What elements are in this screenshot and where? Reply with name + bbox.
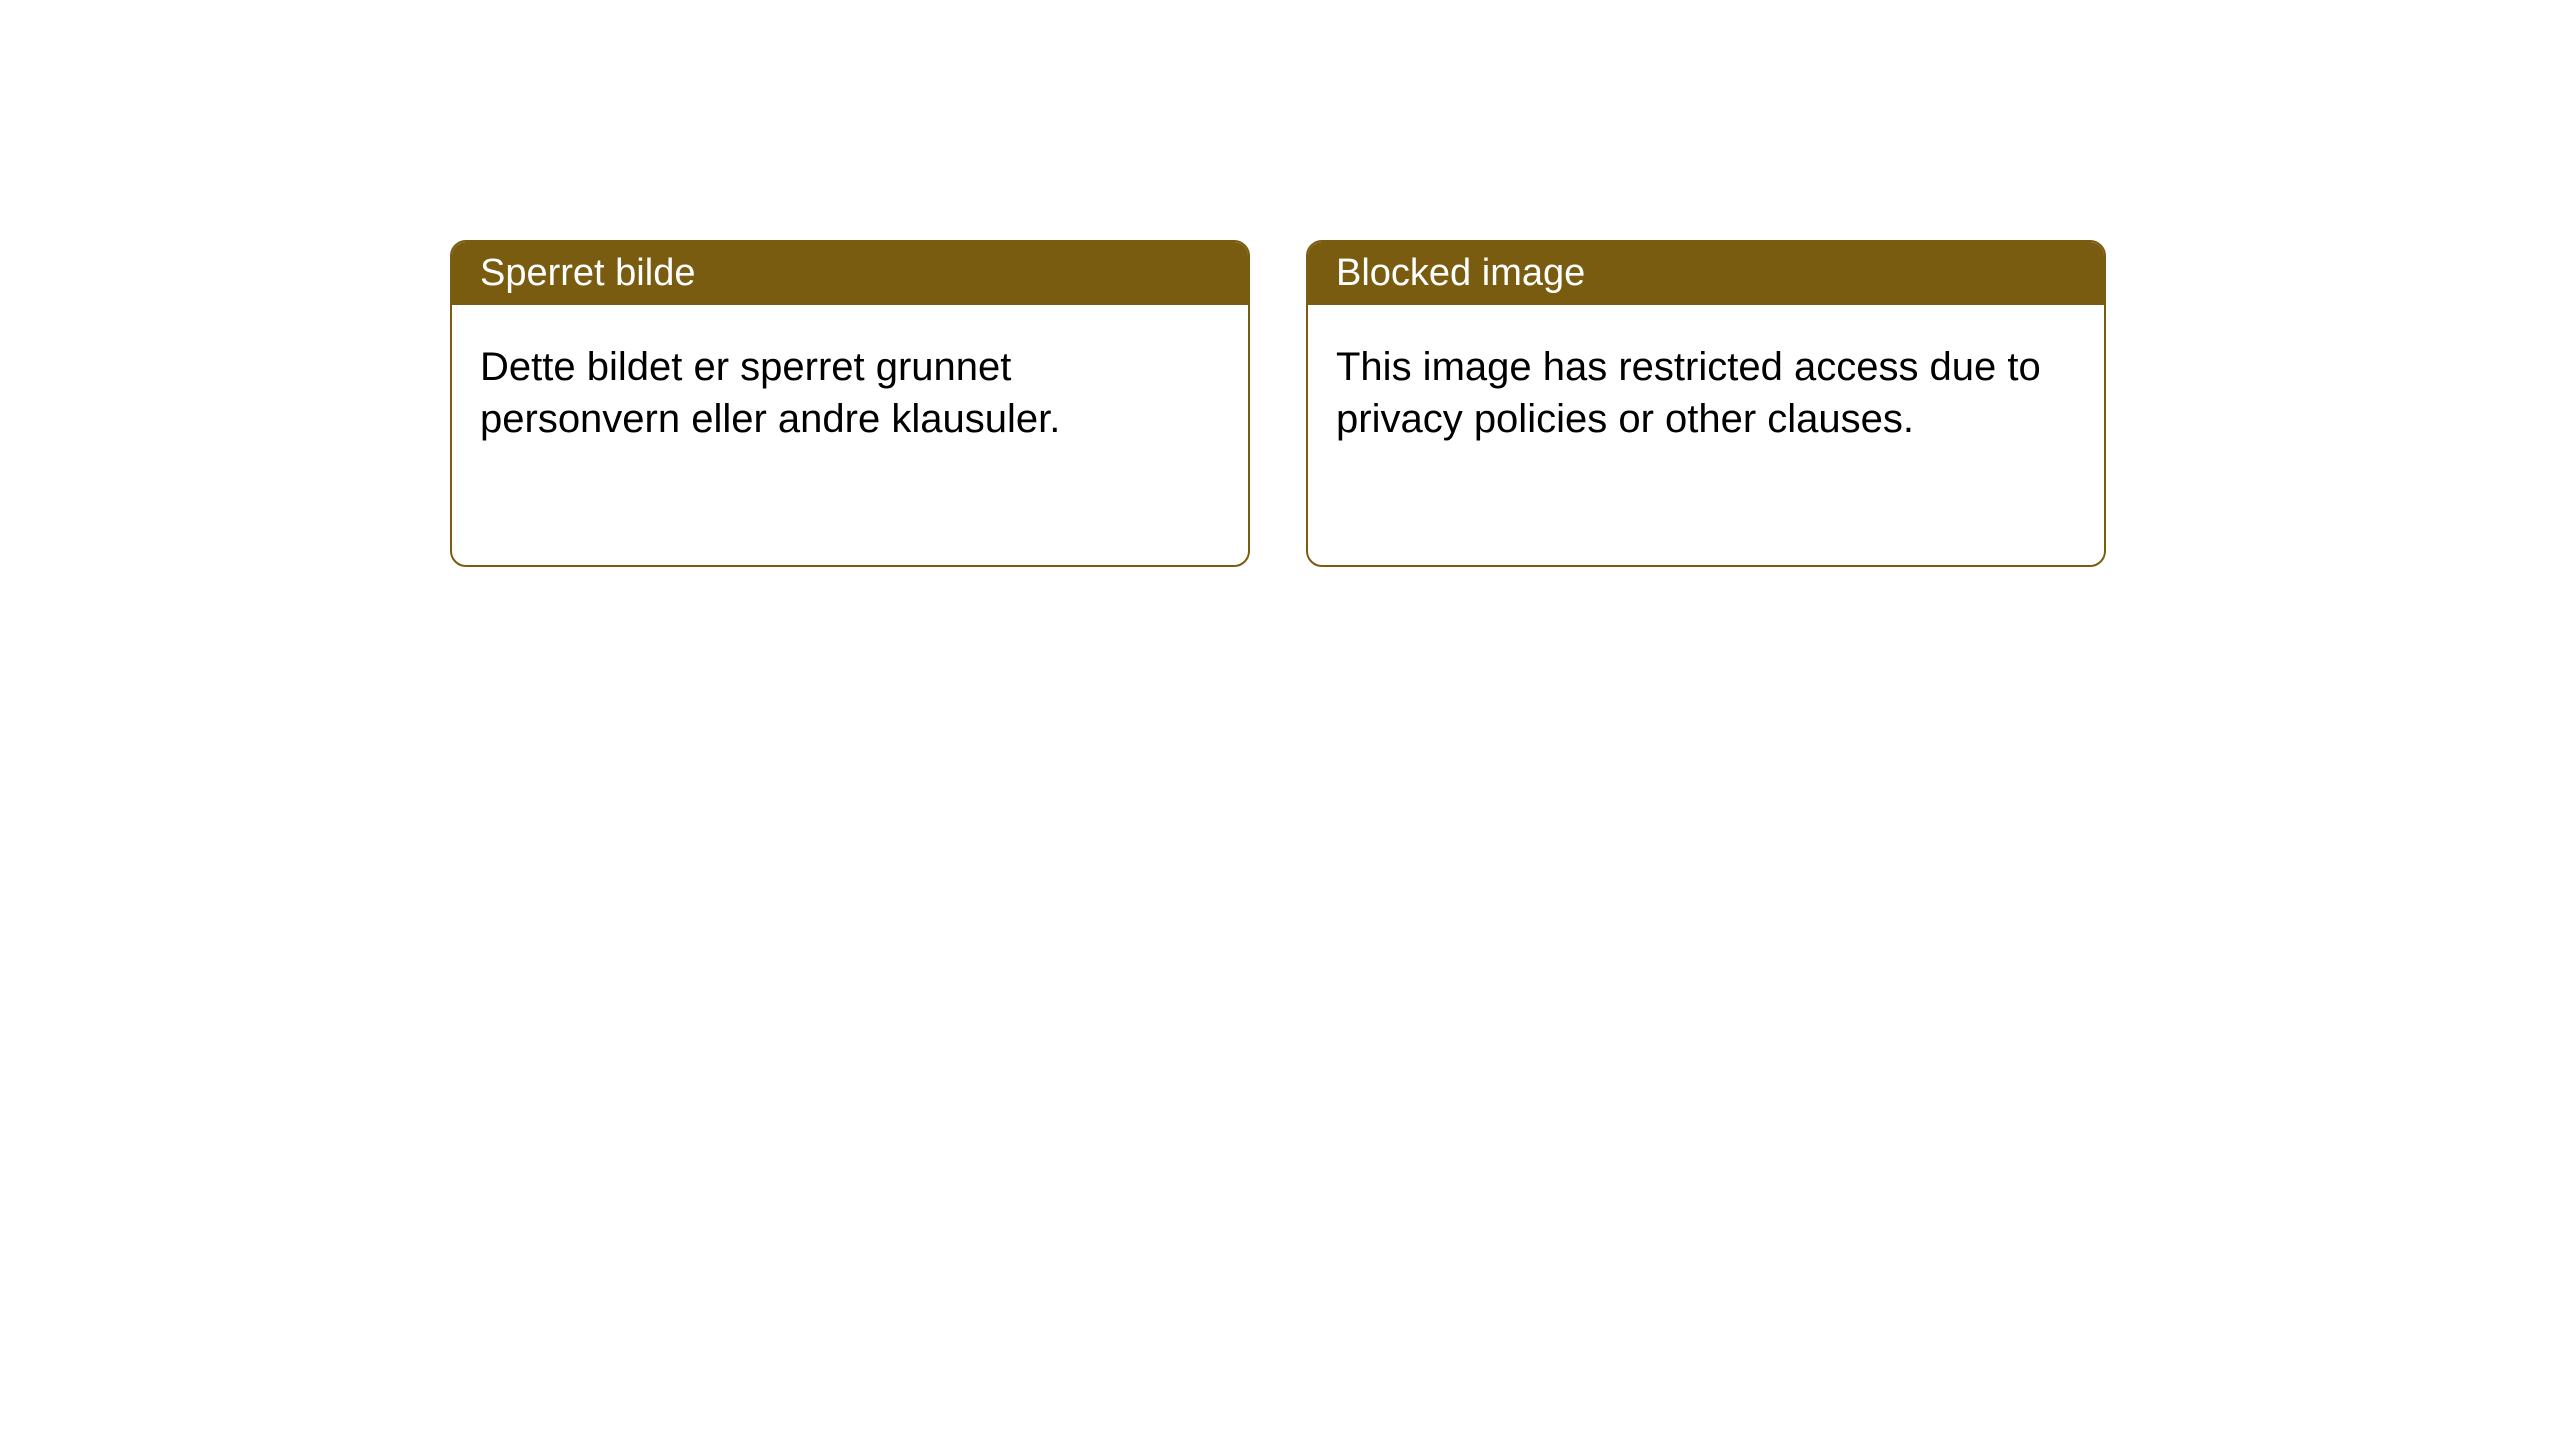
card-body: This image has restricted access due to … <box>1308 305 2104 565</box>
card-title: Blocked image <box>1336 252 1585 294</box>
blocked-image-card-en: Blocked image This image has restricted … <box>1306 240 2106 567</box>
card-body-text: This image has restricted access due to … <box>1336 345 2041 441</box>
card-title: Sperret bilde <box>480 252 695 294</box>
card-body: Dette bildet er sperret grunnet personve… <box>452 305 1248 565</box>
notice-cards-container: Sperret bilde Dette bildet er sperret gr… <box>0 0 2560 567</box>
card-body-text: Dette bildet er sperret grunnet personve… <box>480 345 1060 441</box>
blocked-image-card-no: Sperret bilde Dette bildet er sperret gr… <box>450 240 1250 567</box>
card-header: Sperret bilde <box>452 242 1248 305</box>
card-header: Blocked image <box>1308 242 2104 305</box>
